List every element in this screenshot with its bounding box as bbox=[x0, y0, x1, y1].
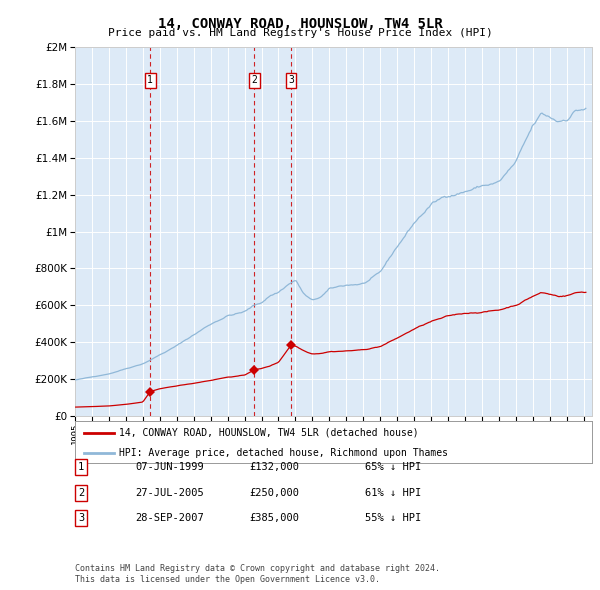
Text: 14, CONWAY ROAD, HOUNSLOW, TW4 5LR: 14, CONWAY ROAD, HOUNSLOW, TW4 5LR bbox=[158, 17, 442, 31]
Text: 65% ↓ HPI: 65% ↓ HPI bbox=[365, 463, 421, 472]
Text: £250,000: £250,000 bbox=[249, 488, 299, 497]
Text: 55% ↓ HPI: 55% ↓ HPI bbox=[365, 513, 421, 523]
Text: 27-JUL-2005: 27-JUL-2005 bbox=[135, 488, 204, 497]
Text: £132,000: £132,000 bbox=[249, 463, 299, 472]
Text: This data is licensed under the Open Government Licence v3.0.: This data is licensed under the Open Gov… bbox=[75, 575, 380, 584]
Text: 2: 2 bbox=[78, 488, 84, 497]
Text: Contains HM Land Registry data © Crown copyright and database right 2024.: Contains HM Land Registry data © Crown c… bbox=[75, 565, 440, 573]
Text: 61% ↓ HPI: 61% ↓ HPI bbox=[365, 488, 421, 497]
Text: 07-JUN-1999: 07-JUN-1999 bbox=[135, 463, 204, 472]
Text: 28-SEP-2007: 28-SEP-2007 bbox=[135, 513, 204, 523]
Text: £385,000: £385,000 bbox=[249, 513, 299, 523]
Text: 1: 1 bbox=[148, 76, 153, 86]
Text: Price paid vs. HM Land Registry's House Price Index (HPI): Price paid vs. HM Land Registry's House … bbox=[107, 28, 493, 38]
Text: 3: 3 bbox=[78, 513, 84, 523]
Text: 2: 2 bbox=[251, 76, 257, 86]
Text: HPI: Average price, detached house, Richmond upon Thames: HPI: Average price, detached house, Rich… bbox=[119, 448, 448, 457]
Text: 1: 1 bbox=[78, 463, 84, 472]
Text: 14, CONWAY ROAD, HOUNSLOW, TW4 5LR (detached house): 14, CONWAY ROAD, HOUNSLOW, TW4 5LR (deta… bbox=[119, 428, 419, 438]
Text: 3: 3 bbox=[288, 76, 294, 86]
